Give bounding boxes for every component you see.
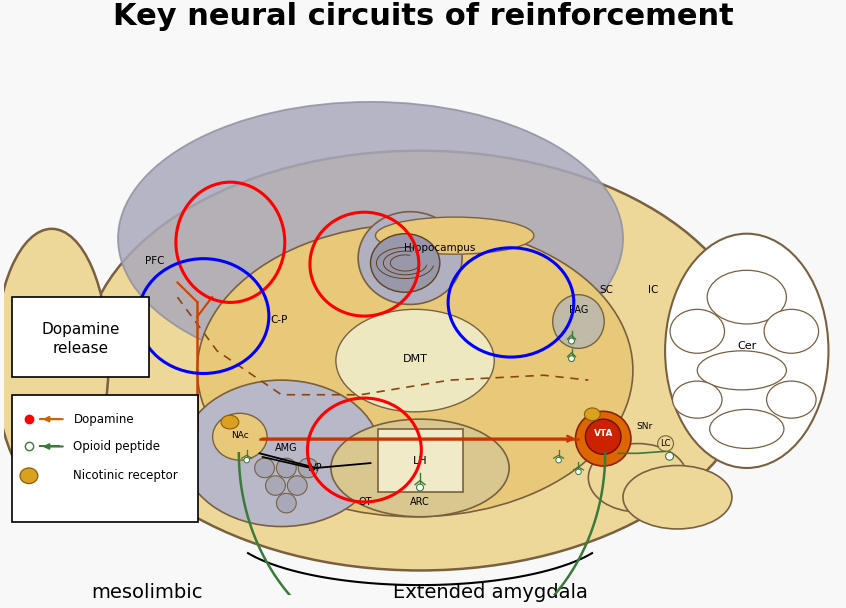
Ellipse shape bbox=[376, 217, 534, 254]
Ellipse shape bbox=[20, 468, 38, 483]
Circle shape bbox=[575, 469, 581, 475]
Text: PFC: PFC bbox=[145, 256, 164, 266]
Text: C-P: C-P bbox=[271, 314, 288, 325]
Ellipse shape bbox=[670, 309, 724, 353]
Circle shape bbox=[416, 484, 424, 491]
Ellipse shape bbox=[552, 295, 604, 348]
Text: Opioid peptide: Opioid peptide bbox=[74, 440, 161, 453]
Circle shape bbox=[299, 458, 318, 478]
Text: mesolimbic: mesolimbic bbox=[91, 583, 202, 602]
Circle shape bbox=[657, 436, 673, 451]
Text: Hippocampus: Hippocampus bbox=[404, 243, 475, 254]
Ellipse shape bbox=[697, 351, 787, 390]
Circle shape bbox=[585, 419, 621, 454]
Text: AMG: AMG bbox=[275, 443, 298, 454]
Ellipse shape bbox=[665, 233, 828, 468]
Text: PAG: PAG bbox=[569, 305, 588, 315]
Ellipse shape bbox=[212, 413, 267, 460]
Bar bbox=[378, 429, 463, 492]
Bar bbox=[12, 297, 149, 377]
Text: OT: OT bbox=[359, 497, 372, 507]
Ellipse shape bbox=[336, 309, 494, 412]
Text: IC: IC bbox=[647, 285, 658, 295]
Ellipse shape bbox=[197, 224, 633, 517]
Circle shape bbox=[288, 476, 307, 496]
Ellipse shape bbox=[118, 102, 623, 375]
Ellipse shape bbox=[707, 271, 787, 324]
Text: VTA: VTA bbox=[593, 429, 613, 438]
Circle shape bbox=[569, 338, 574, 344]
Circle shape bbox=[255, 458, 274, 478]
Ellipse shape bbox=[588, 444, 687, 512]
Circle shape bbox=[266, 476, 285, 496]
Text: Extended amygdala: Extended amygdala bbox=[393, 583, 587, 602]
Circle shape bbox=[277, 458, 296, 478]
Text: NAc: NAc bbox=[231, 431, 249, 440]
Ellipse shape bbox=[585, 408, 600, 421]
Text: LH: LH bbox=[413, 456, 427, 466]
Circle shape bbox=[569, 356, 574, 362]
Text: Cer: Cer bbox=[737, 341, 756, 351]
Bar bbox=[12, 395, 198, 522]
Text: ARC: ARC bbox=[410, 497, 430, 507]
Text: DMT: DMT bbox=[403, 354, 427, 364]
Ellipse shape bbox=[84, 151, 756, 570]
Ellipse shape bbox=[371, 233, 440, 292]
Ellipse shape bbox=[183, 380, 381, 527]
Ellipse shape bbox=[766, 381, 816, 418]
Circle shape bbox=[244, 457, 250, 463]
Text: SNr: SNr bbox=[636, 423, 652, 432]
Ellipse shape bbox=[623, 466, 732, 529]
Ellipse shape bbox=[710, 409, 784, 449]
Circle shape bbox=[556, 457, 562, 463]
Text: LC: LC bbox=[661, 439, 671, 448]
Text: Key neural circuits of reinforcement: Key neural circuits of reinforcement bbox=[113, 2, 733, 30]
Circle shape bbox=[666, 452, 673, 460]
Ellipse shape bbox=[764, 309, 819, 353]
Ellipse shape bbox=[331, 419, 509, 517]
Text: VP: VP bbox=[310, 463, 322, 473]
Text: Nicotinic receptor: Nicotinic receptor bbox=[74, 469, 179, 482]
Circle shape bbox=[575, 412, 631, 466]
Ellipse shape bbox=[673, 381, 722, 418]
Text: Dopamine: Dopamine bbox=[74, 413, 135, 426]
Ellipse shape bbox=[0, 229, 108, 492]
Text: Dopamine
release: Dopamine release bbox=[41, 322, 119, 356]
Ellipse shape bbox=[358, 212, 462, 305]
Text: SC: SC bbox=[599, 285, 613, 295]
Circle shape bbox=[277, 493, 296, 513]
Ellipse shape bbox=[221, 415, 239, 429]
